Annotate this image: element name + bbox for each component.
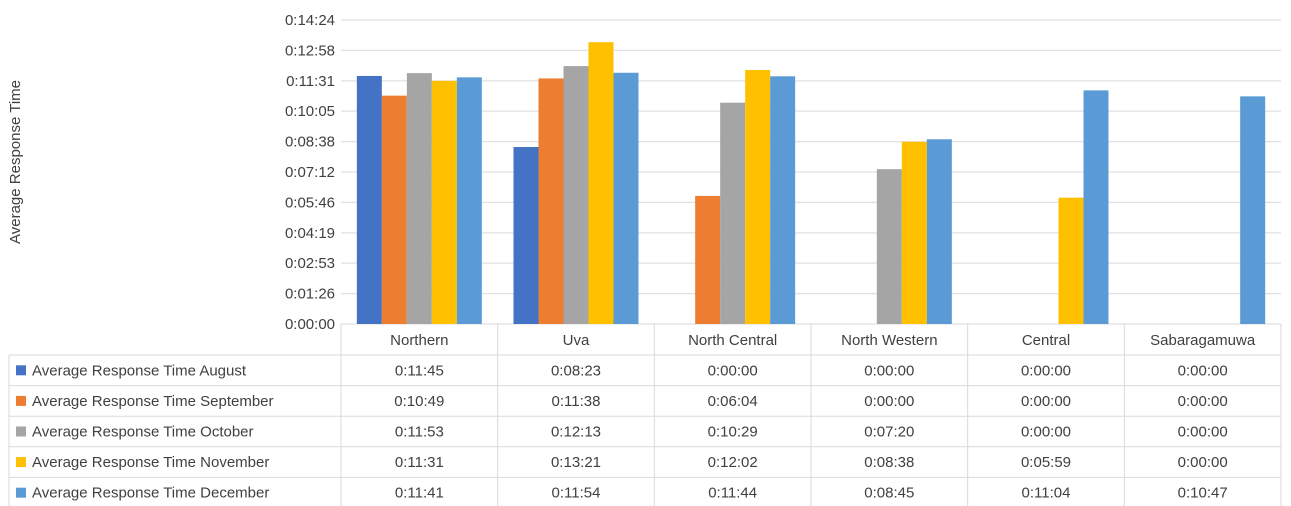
y-tick-label: 0:11:31 [286,73,335,90]
legend-swatch [16,488,26,498]
data-label: 0:10:29 [708,424,758,441]
bar [432,81,457,324]
data-label: 0:12:13 [551,424,601,441]
data-label: 0:00:00 [1021,393,1071,410]
legend-swatch [16,396,26,406]
y-tick-label: 0:10:05 [285,103,335,120]
data-label: 0:11:44 [708,485,757,502]
bar [1240,96,1265,324]
data-label: 0:05:59 [1021,454,1071,471]
bar [770,76,795,324]
bar [539,78,564,324]
data-label: 0:11:41 [395,485,444,502]
data-label: 0:13:21 [551,454,601,471]
data-label: 0:11:38 [552,393,601,410]
bar [614,73,639,324]
x-tick-label: Central [1022,332,1070,349]
data-label: 0:08:45 [864,485,914,502]
data-label: 0:08:23 [551,362,601,379]
y-tick-label: 0:07:12 [285,164,335,181]
data-label: 0:00:00 [1021,424,1071,441]
x-tick-label: North Western [841,332,937,349]
data-label: 0:00:00 [1178,454,1228,471]
bar [357,76,382,324]
data-label: 0:10:49 [394,393,444,410]
data-label: 0:10:47 [1178,485,1228,502]
x-tick-label: Uva [563,332,590,349]
data-label: 0:00:00 [864,393,914,410]
y-axis-ticks: 0:00:00 0:01:26 0:02:53 0:04:19 0:05:46 0:07:… [285,12,335,333]
x-tick-label: North Central [688,332,777,349]
data-label: 0:00:00 [1021,362,1071,379]
data-label: 0:12:02 [708,454,758,471]
x-tick-label: Sabaragamuwa [1150,332,1256,349]
data-label: 0:11:54 [552,485,601,502]
y-tick-label: 0:01:26 [285,286,335,303]
data-label: 0:06:04 [708,393,758,410]
y-tick-label: 0:14:24 [285,12,335,29]
data-label: 0:07:20 [864,424,914,441]
data-label: 0:00:00 [1178,362,1228,379]
bar [564,66,589,324]
data-label: 0:11:45 [395,362,444,379]
data-label: 0:11:31 [395,454,444,471]
bar [1084,90,1109,324]
bar [457,77,482,324]
data-label: 0:00:00 [1178,424,1228,441]
legend-label: Average Response Time October [32,424,254,441]
data-label: 0:11:04 [1022,485,1071,502]
bar [902,142,927,324]
bar [1059,198,1084,324]
bar [695,196,720,324]
bar [382,96,407,324]
y-tick-label: 0:00:00 [285,316,335,333]
legend-swatch [16,457,26,467]
legend-label: Average Response Time September [32,393,274,410]
grid-lines [341,20,1281,324]
bar [720,103,745,324]
bar [514,147,539,324]
legend-swatch [16,427,26,437]
y-tick-label: 0:08:38 [285,134,335,151]
legend-swatch [16,365,26,375]
y-tick-label: 0:02:53 [285,255,335,272]
y-tick-label: 0:04:19 [285,225,335,242]
y-tick-label: 0:05:46 [285,194,335,211]
data-label: 0:11:53 [395,424,444,441]
bar [745,70,770,324]
legend-label: Average Response Time August [32,362,247,379]
bar [407,73,432,324]
legend-label: Average Response Time December [32,485,269,502]
data-label: 0:08:38 [864,454,914,471]
bar [877,169,902,324]
bar [927,139,952,324]
data-label: 0:00:00 [1178,393,1228,410]
legend-label: Average Response Time November [32,454,269,471]
y-axis-label: Average Response Time [7,80,24,244]
data-label: 0:00:00 [708,362,758,379]
data-label: 0:00:00 [864,362,914,379]
bars [357,42,1265,324]
x-tick-label: Northern [390,332,448,349]
data-table: Northern Uva North Central North Western Cen… [9,324,1281,506]
y-tick-label: 0:12:58 [285,42,335,59]
bar [589,42,614,324]
